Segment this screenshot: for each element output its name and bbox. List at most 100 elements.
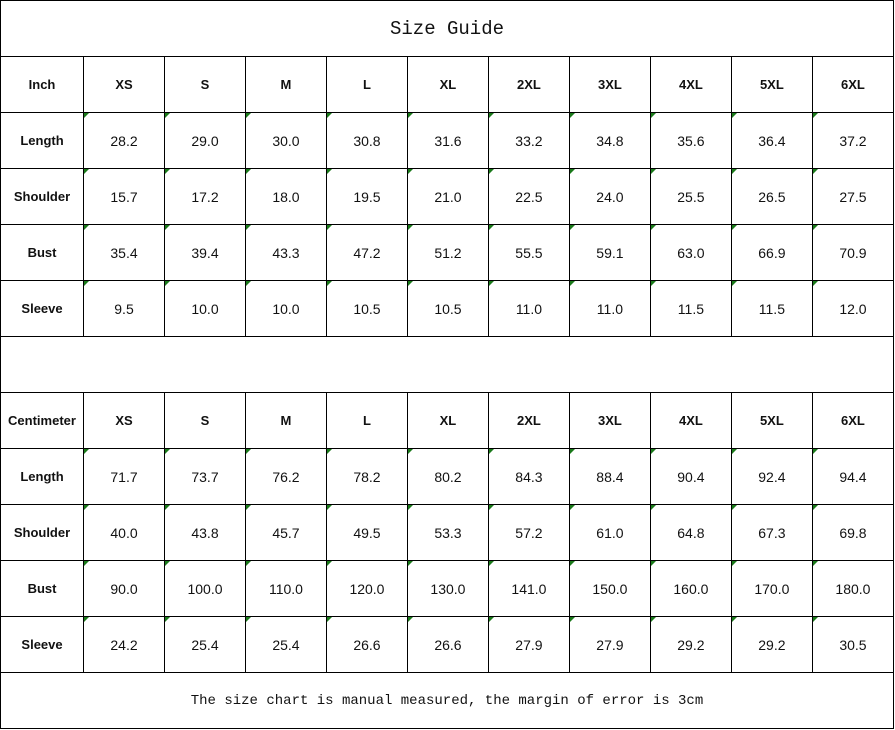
- measurement-cell: 29.0: [164, 112, 246, 169]
- row-label: Bust: [0, 560, 85, 617]
- measurement-cell: 90.4: [649, 448, 732, 505]
- measurement-cell: 49.5: [325, 504, 408, 561]
- measurement-cell: 61.0: [568, 504, 651, 561]
- measurement-cell: 29.2: [730, 616, 813, 673]
- size-header: 4XL: [649, 56, 732, 113]
- measurement-cell: 67.3: [730, 504, 813, 561]
- size-header: XS: [83, 56, 165, 113]
- measurement-cell: 70.9: [811, 224, 895, 281]
- row-label: Length: [0, 112, 85, 169]
- table-row: Sleeve 24.2 25.4 25.4 26.6 26.6 27.9 27.9 29.2 29…: [0, 616, 895, 673]
- measurement-cell: 34.8: [568, 112, 651, 169]
- spacer-row: [0, 336, 894, 393]
- measurement-cell: 43.3: [244, 224, 327, 281]
- size-header: S: [164, 392, 246, 449]
- measurement-cell: 33.2: [487, 112, 570, 169]
- measurement-cell: 66.9: [730, 224, 813, 281]
- measurement-cell: 9.5: [83, 280, 165, 337]
- measurement-cell: 53.3: [406, 504, 489, 561]
- size-header: 6XL: [811, 56, 895, 113]
- measurement-cell: 110.0: [244, 560, 327, 617]
- measurement-cell: 26.6: [406, 616, 489, 673]
- measurement-cell: 19.5: [325, 168, 408, 225]
- measurement-cell: 18.0: [244, 168, 327, 225]
- measurement-cell: 12.0: [811, 280, 895, 337]
- inch-unit-header: Inch: [0, 56, 85, 113]
- row-label: Sleeve: [0, 280, 85, 337]
- size-header: 2XL: [487, 56, 570, 113]
- measurement-cell: 27.9: [487, 616, 570, 673]
- measurement-cell: 47.2: [325, 224, 408, 281]
- measurement-cell: 180.0: [811, 560, 895, 617]
- size-header: XS: [83, 392, 165, 449]
- measurement-cell: 25.4: [244, 616, 327, 673]
- measurement-cell: 90.0: [83, 560, 165, 617]
- measurement-cell: 11.0: [487, 280, 570, 337]
- size-header: M: [244, 56, 327, 113]
- title-row: Size Guide: [0, 0, 894, 57]
- measurement-cell: 30.5: [811, 616, 895, 673]
- measurement-cell: 35.6: [649, 112, 732, 169]
- size-header: S: [164, 56, 246, 113]
- measurement-cell: 150.0: [568, 560, 651, 617]
- measurement-cell: 25.5: [649, 168, 732, 225]
- measurement-cell: 10.5: [406, 280, 489, 337]
- measurement-cell: 55.5: [487, 224, 570, 281]
- measurement-cell: 11.5: [649, 280, 732, 337]
- measurement-cell: 11.0: [568, 280, 651, 337]
- measurement-cell: 15.7: [83, 168, 165, 225]
- measurement-cell: 27.5: [811, 168, 895, 225]
- measurement-cell: 24.0: [568, 168, 651, 225]
- measurement-cell: 31.6: [406, 112, 489, 169]
- measurement-cell: 17.2: [164, 168, 246, 225]
- measurement-cell: 10.5: [325, 280, 408, 337]
- measurement-cell: 94.4: [811, 448, 895, 505]
- table-row: Shoulder 15.7 17.2 18.0 19.5 21.0 22.5 24.0 25.5…: [0, 168, 895, 225]
- measurement-cell: 37.2: [811, 112, 895, 169]
- table-title: Size Guide: [0, 0, 894, 57]
- measurement-cell: 22.5: [487, 168, 570, 225]
- table-row: Sleeve 9.5 10.0 10.0 10.5 10.5 11.0 11.0 11.5 11.…: [0, 280, 895, 337]
- measurement-cell: 59.1: [568, 224, 651, 281]
- measurement-cell: 120.0: [325, 560, 408, 617]
- size-header: 5XL: [730, 392, 813, 449]
- measurement-cell: 170.0: [730, 560, 813, 617]
- measurement-cell: 160.0: [649, 560, 732, 617]
- size-header: 3XL: [568, 392, 651, 449]
- size-header: 5XL: [730, 56, 813, 113]
- measurement-cell: 10.0: [164, 280, 246, 337]
- measurement-cell: 84.3: [487, 448, 570, 505]
- measurement-cell: 21.0: [406, 168, 489, 225]
- measurement-cell: 80.2: [406, 448, 489, 505]
- size-header: XL: [406, 392, 489, 449]
- measurement-cell: 10.0: [244, 280, 327, 337]
- spacer-cell: [0, 336, 894, 393]
- table-row: Bust 90.0 100.0 110.0 120.0 130.0 141.0 150.0 16…: [0, 560, 895, 617]
- size-header: M: [244, 392, 327, 449]
- measurement-cell: 30.8: [325, 112, 408, 169]
- size-header: 4XL: [649, 392, 732, 449]
- inch-header-row: Inch XS S M L XL 2XL 3XL 4XL 5XL 6XL: [0, 56, 895, 113]
- size-header: 3XL: [568, 56, 651, 113]
- measurement-cell: 45.7: [244, 504, 327, 561]
- row-label: Bust: [0, 224, 85, 281]
- measurement-cell: 63.0: [649, 224, 732, 281]
- measurement-cell: 28.2: [83, 112, 165, 169]
- measurement-cell: 25.4: [164, 616, 246, 673]
- row-label: Shoulder: [0, 504, 85, 561]
- table-row: Shoulder 40.0 43.8 45.7 49.5 53.3 57.2 61.0 64.8…: [0, 504, 895, 561]
- footer-note: The size chart is manual measured, the m…: [0, 672, 894, 729]
- centimeter-header-row: Centimeter XS S M L XL 2XL 3XL 4XL 5XL 6XL: [0, 392, 895, 449]
- size-header: L: [325, 392, 408, 449]
- table-row: Bust 35.4 39.4 43.3 47.2 51.2 55.5 59.1 63.0 66.9…: [0, 224, 895, 281]
- measurement-cell: 100.0: [164, 560, 246, 617]
- measurement-cell: 11.5: [730, 280, 813, 337]
- measurement-cell: 78.2: [325, 448, 408, 505]
- measurement-cell: 43.8: [164, 504, 246, 561]
- measurement-cell: 130.0: [406, 560, 489, 617]
- measurement-cell: 88.4: [568, 448, 651, 505]
- row-label: Shoulder: [0, 168, 85, 225]
- measurement-cell: 73.7: [164, 448, 246, 505]
- measurement-cell: 76.2: [244, 448, 327, 505]
